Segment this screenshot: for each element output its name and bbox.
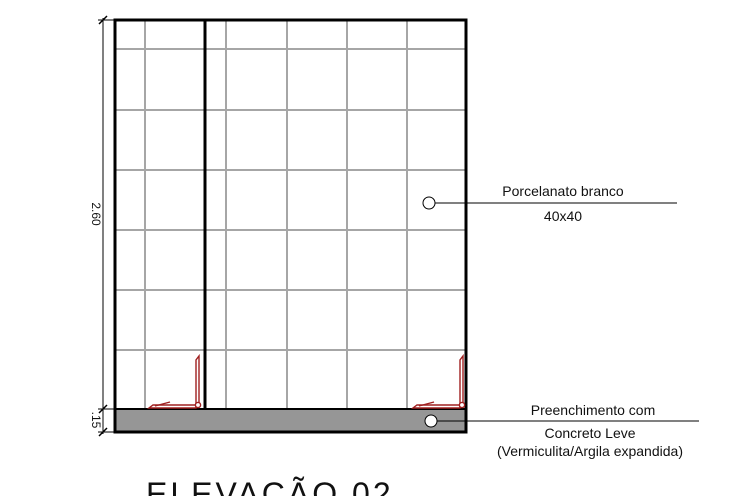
dim-fill-height: .15: [89, 412, 103, 429]
tile-grid: [115, 20, 466, 409]
label-fill-line1: Preenchimento com: [531, 402, 656, 418]
label-fill-line2: Concreto Leve: [544, 425, 635, 441]
drawing-title: ELEVAÇÃO 02: [146, 476, 394, 496]
fill-band: [115, 409, 466, 432]
section-marker-right: [410, 353, 466, 409]
leader-tile: [422, 196, 677, 210]
section-marker-left: [146, 353, 202, 409]
wall-frame: [113, 18, 468, 434]
wall-outline: [113, 18, 468, 434]
label-fill-line3: (Vermiculita/Argila expandida): [497, 443, 683, 459]
dim-wall-height: 2.60: [89, 202, 103, 226]
dimension-line: [98, 15, 115, 437]
label-tile-material: Porcelanato branco: [502, 183, 624, 199]
leader-fill-dot: [424, 414, 438, 428]
label-tile-size: 40x40: [544, 208, 582, 224]
leader-tile-dot: [422, 196, 436, 210]
leader-fill: [424, 414, 699, 428]
